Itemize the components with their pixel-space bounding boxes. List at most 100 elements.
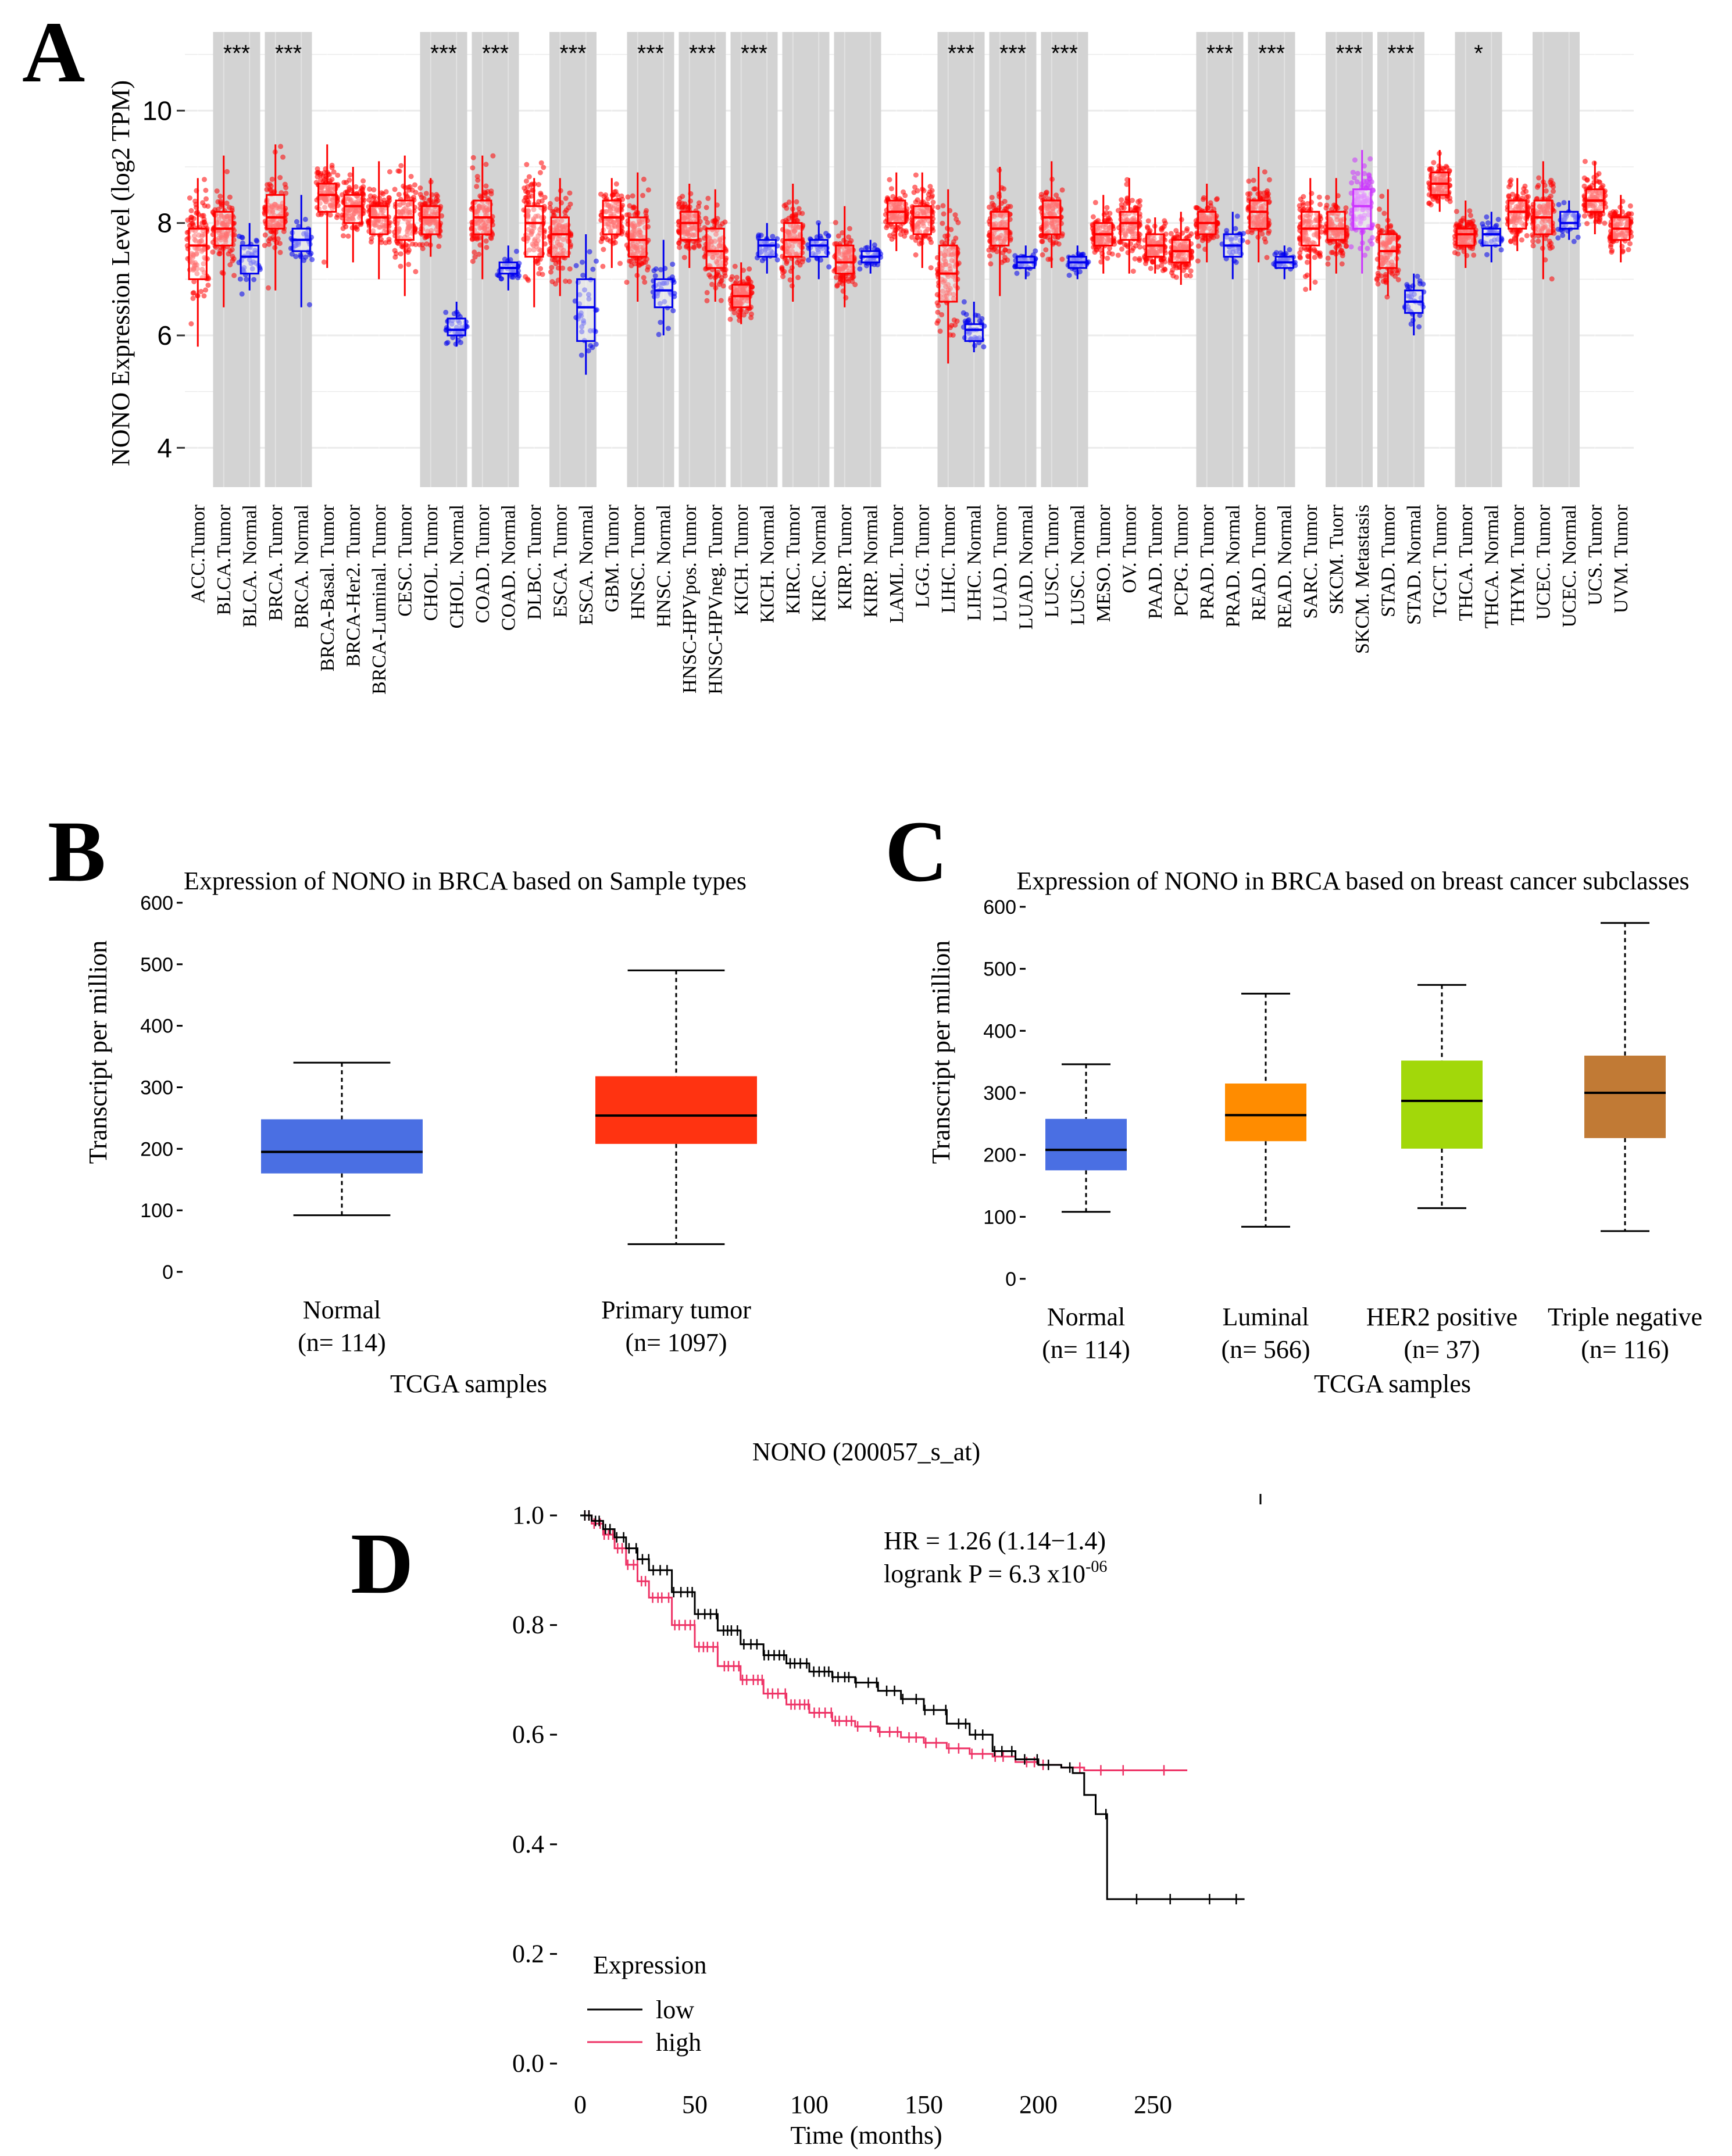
panel-a-data-point <box>1415 273 1420 279</box>
panel-a-data-point <box>887 177 892 183</box>
panel-a-data-point <box>1521 186 1527 192</box>
panel-a-data-point <box>472 249 477 255</box>
panel-a-data-point <box>552 246 558 252</box>
panel-a-data-point <box>216 251 222 257</box>
panel-a-data-point <box>483 190 488 196</box>
panel-a-data-point <box>224 169 230 174</box>
panel-a-data-point <box>526 208 531 213</box>
panel-a-data-point <box>756 232 762 238</box>
panel-a-data-point <box>392 248 398 253</box>
panel-a-data-point <box>413 190 419 195</box>
panel-a-data-point <box>541 165 547 170</box>
panel-a-box-body <box>524 205 544 258</box>
panel-a-data-point <box>231 273 237 278</box>
panel-a-data-point <box>728 277 734 283</box>
panel-a-data-point <box>581 318 587 324</box>
panel-a-data-point <box>628 263 634 269</box>
panel-a-data-point <box>580 259 585 265</box>
panel-a-data-point <box>563 195 569 201</box>
panel-a-data-point <box>888 186 894 192</box>
panel-a-box-body <box>680 210 699 241</box>
panel-a-data-point <box>309 257 315 262</box>
panel-a-data-point <box>608 228 613 234</box>
panel-a-data-point <box>555 257 560 263</box>
panel-a-data-point <box>470 165 476 171</box>
panel-a-data-point <box>547 205 553 210</box>
panel-a-data-point <box>502 256 508 262</box>
panel-a-data-point <box>227 262 233 267</box>
panel-a-data-point <box>1316 194 1322 200</box>
panel-a-data-point <box>530 241 535 247</box>
panel-a-data-point <box>705 195 711 201</box>
panel-a-data-point <box>302 216 308 222</box>
panel-a-data-point <box>191 279 197 284</box>
panel-a-data-point <box>202 203 208 209</box>
panel-a-data-point <box>664 280 670 286</box>
panel-a-data-point <box>1367 156 1373 162</box>
panel-a-significance-mark: *** <box>1387 41 1415 66</box>
panel-a-data-point <box>522 198 527 203</box>
panel-a-data-point <box>626 212 632 217</box>
panel-a-data-point <box>279 221 285 227</box>
panel-a-data-point <box>1366 173 1372 178</box>
panel-a-data-point <box>335 173 341 178</box>
panel-a-data-point <box>988 261 994 267</box>
panel-a-data-point <box>1427 201 1433 206</box>
panel-a-data-point <box>244 277 249 283</box>
panel-a-data-point <box>317 172 323 178</box>
panel-a-data-point <box>1362 252 1367 258</box>
panel-a-data-point <box>474 184 480 190</box>
panel-a-data-point <box>792 233 797 238</box>
panel-a-data-point <box>240 240 245 246</box>
panel-a-data-point <box>826 264 832 270</box>
panel-a-data-point <box>658 267 663 273</box>
panel-a-data-point <box>1485 220 1491 226</box>
panel-a-data-point <box>203 188 209 193</box>
panel-a-data-point <box>689 225 694 231</box>
panel-a-data-point <box>594 258 599 264</box>
panel-a-data-point <box>734 274 740 280</box>
panel-a-data-point <box>712 238 718 244</box>
panel-a-box-kich-tumor <box>727 262 755 324</box>
panel-a-significance-mark: *** <box>637 41 665 66</box>
panel-a-data-point <box>1506 184 1512 190</box>
panel-a-data-point <box>1325 255 1331 261</box>
panel-a-data-point <box>847 226 852 231</box>
panel-a-data-point <box>1431 160 1437 166</box>
panel-a-data-point <box>793 252 799 258</box>
panel-a-data-point <box>1137 258 1142 263</box>
panel-a-data-point <box>605 221 610 227</box>
panel-a-data-point <box>397 169 402 174</box>
panel-a-data-point <box>407 184 413 190</box>
panel-a-data-point <box>1508 238 1514 244</box>
panel-a-data-point <box>718 298 724 303</box>
panel-a-box-esca-tumor <box>547 178 574 296</box>
panel-a-data-point <box>689 232 695 238</box>
panel-a-data-point <box>954 318 960 324</box>
panel-a-data-point <box>524 194 530 200</box>
panel-a-data-point <box>1144 224 1150 230</box>
panel-a-data-point <box>691 245 697 251</box>
panel-a-significance-mark: *** <box>1335 41 1363 66</box>
panel-a-data-point <box>558 229 563 235</box>
panel-a-data-point <box>399 209 405 214</box>
panel-a-data-point <box>987 253 992 259</box>
panel-a-data-point <box>1162 218 1167 224</box>
panel-a-data-point <box>951 239 956 245</box>
panel-a-data-point <box>327 171 333 177</box>
panel-a-significance-mark: *** <box>223 41 251 66</box>
panel-a-data-point <box>645 264 651 270</box>
panel-a-data-point <box>1092 199 1098 205</box>
panel-a-data-point <box>215 199 221 205</box>
panel-a-data-point <box>806 257 812 263</box>
panel-a-data-point <box>277 175 283 180</box>
panel-a-data-point <box>1059 256 1065 262</box>
panel-a-significance-mark: *** <box>430 41 458 66</box>
panel-a-data-point <box>376 224 382 230</box>
panel-a-data-point <box>198 289 204 294</box>
panel-a-data-point <box>386 195 392 201</box>
panel-a-data-point <box>816 220 822 226</box>
panel-a-data-point <box>474 235 480 241</box>
panel-a-data-point <box>1132 256 1138 262</box>
panel-a-data-point <box>703 205 709 210</box>
